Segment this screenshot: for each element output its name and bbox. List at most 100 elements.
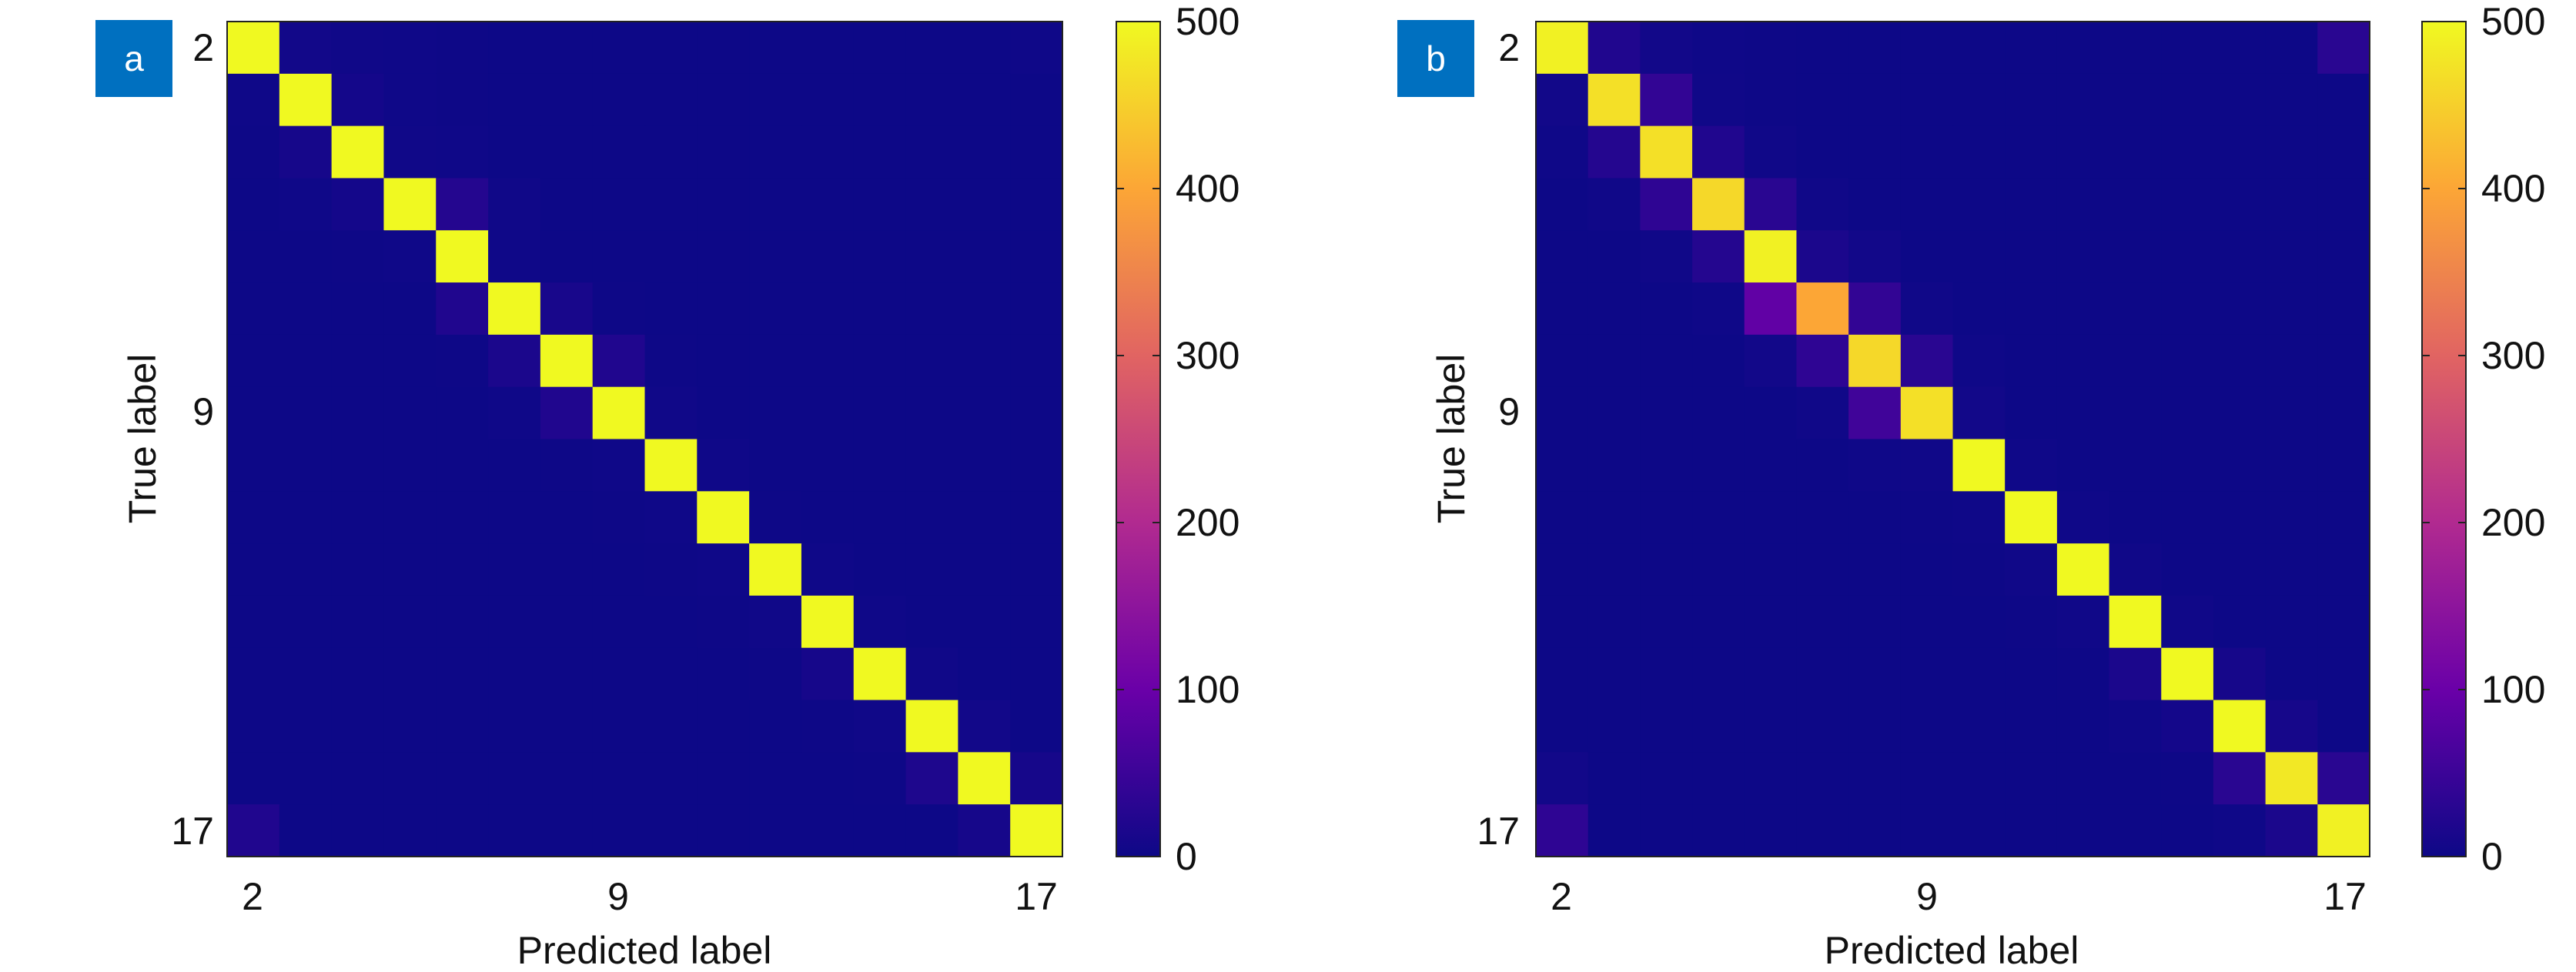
heatmap-b-cell-r16-c6 (1744, 752, 1798, 805)
heatmap-a-cell-r8-c5 (383, 334, 437, 388)
heatmap-a-cell-r17-c2 (227, 804, 280, 857)
heatmap-a-cell-r4-c17 (1010, 125, 1063, 179)
heatmap-a-cell-r10-c6 (436, 439, 489, 492)
heatmap-b-cell-r16-c16 (2265, 752, 2318, 805)
heatmap-a-cell-r11-c8 (540, 491, 594, 544)
heatmap-b-cell-r7-c3 (1587, 282, 1641, 336)
heatmap-a-cell-r5-c9 (592, 178, 646, 231)
heatmap-a-cell-r14-c3 (279, 647, 333, 701)
heatmap-a-cell-r13-c16 (958, 595, 1011, 649)
heatmap-a-cell-r3-c6 (436, 73, 489, 127)
heatmap-b-cell-r4-c8 (1848, 125, 1902, 179)
heatmap-b-cell-r9-c3 (1587, 386, 1641, 440)
heatmap-b (1536, 22, 2370, 857)
colorbar-b-tick-label-300: 300 (2481, 334, 2545, 377)
heatmap-a-cell-r13-c4 (331, 595, 385, 649)
heatmap-b-cell-r11-c7 (1796, 491, 1849, 544)
heatmap-a-cell-r5-c12 (749, 178, 802, 231)
heatmap-a-cell-r9-c5 (383, 386, 437, 440)
heatmap-a-cell-r10-c4 (331, 439, 385, 492)
heatmap-b-cell-r8-c6 (1744, 334, 1798, 388)
heatmap-a-cell-r17-c12 (749, 804, 802, 857)
heatmap-b-cell-r3-c13 (2109, 73, 2162, 127)
heatmap-b-cell-r12-c15 (2213, 543, 2267, 596)
heatmap-a-cell-r3-c12 (749, 73, 802, 127)
heatmap-a-cell-r11-c16 (958, 491, 1011, 544)
heatmap-a-cell-r10-c11 (697, 439, 750, 492)
heatmap-a-cell-r11-c9 (592, 491, 646, 544)
heatmap-a-cell-r5-c14 (853, 178, 907, 231)
heatmap-a-cell-r10-c13 (801, 439, 855, 492)
heatmap-b-cell-r7-c17 (2317, 282, 2370, 336)
heatmap-b-cell-r9-c9 (1900, 386, 1954, 440)
heatmap-b-cell-r10-c7 (1796, 439, 1849, 492)
heatmap-a-cell-r17-c17 (1010, 804, 1063, 857)
heatmap-a-cell-r3-c9 (592, 73, 646, 127)
heatmap-b-cell-r12-c8 (1848, 543, 1902, 596)
heatmap-a-cell-r2-c7 (488, 22, 541, 75)
heatmap-b-cell-r15-c17 (2317, 700, 2370, 753)
heatmap-b-cell-r14-c14 (2161, 647, 2214, 701)
heatmap-b-cell-r2-c11 (2005, 22, 2058, 75)
heatmap-a-cell-r11-c15 (905, 491, 958, 544)
heatmap-b-cell-r13-c5 (1692, 595, 1745, 649)
heatmap-b-cell-r13-c9 (1900, 595, 1954, 649)
heatmap-b-cell-r13-c4 (1640, 595, 1693, 649)
heatmap-b-cell-r11-c6 (1744, 491, 1798, 544)
heatmap-a-cell-r2-c8 (540, 22, 594, 75)
heatmap-b-cell-r16-c3 (1587, 752, 1641, 805)
heatmap-a-cell-r8-c4 (331, 334, 385, 388)
panel-b-badge (1397, 20, 1474, 97)
heatmap-b-cell-r11-c15 (2213, 491, 2267, 544)
heatmap-a-cell-r3-c15 (905, 73, 958, 127)
heatmap-a-cell-r17-c15 (905, 804, 958, 857)
heatmap-b-cell-r9-c13 (2109, 386, 2162, 440)
heatmap-a-cell-r13-c3 (279, 595, 333, 649)
heatmap-b-cell-r5-c7 (1796, 178, 1849, 231)
heatmap-b-cell-r16-c12 (2056, 752, 2110, 805)
heatmap-a-cell-r11-c2 (227, 491, 280, 544)
heatmap-b-cell-r14-c16 (2265, 647, 2318, 701)
heatmap-a-cell-r10-c17 (1010, 439, 1063, 492)
heatmap-a-cell-r11-c11 (697, 491, 750, 544)
heatmap-b-cell-r2-c9 (1900, 22, 1954, 75)
heatmap-a-cell-r7-c11 (697, 282, 750, 336)
heatmap-b-cell-r6-c2 (1536, 230, 1589, 283)
heatmap-b-cell-r14-c5 (1692, 647, 1745, 701)
heatmap-b-cell-r8-c16 (2265, 334, 2318, 388)
heatmap-a-cell-r2-c5 (383, 22, 437, 75)
heatmap-b-cell-r13-c17 (2317, 595, 2370, 649)
heatmap-b-cell-r10-c4 (1640, 439, 1693, 492)
heatmap-b-cell-r13-c10 (1952, 595, 2006, 649)
heatmap-b-cell-r8-c13 (2109, 334, 2162, 388)
heatmap-b-cell-r10-c17 (2317, 439, 2370, 492)
heatmap-b-cell-r15-c2 (1536, 700, 1589, 753)
heatmap-a-cell-r14-c14 (853, 647, 907, 701)
heatmap-b-cell-r15-c10 (1952, 700, 2006, 753)
heatmap-b-cell-r7-c6 (1744, 282, 1798, 336)
heatmap-b-cell-r14-c7 (1796, 647, 1849, 701)
heatmap-b-cell-r8-c9 (1900, 334, 1954, 388)
heatmap-a-cell-r12-c11 (697, 543, 750, 596)
heatmap-b-cell-r11-c14 (2161, 491, 2214, 544)
heatmap-a-cell-r16-c17 (1010, 752, 1063, 805)
heatmap-b-cell-r3-c16 (2265, 73, 2318, 127)
heatmap-a-cell-r9-c17 (1010, 386, 1063, 440)
heatmap-a-cell-r12-c8 (540, 543, 594, 596)
heatmap-a-cell-r5-c5 (383, 178, 437, 231)
heatmap-a-cell-r6-c6 (436, 230, 489, 283)
heatmap-b-cell-r14-c13 (2109, 647, 2162, 701)
heatmap-a-cell-r3-c14 (853, 73, 907, 127)
panel-b-x-tick-2: 2 (1551, 875, 1572, 918)
heatmap-b-cell-r6-c13 (2109, 230, 2162, 283)
heatmap-b-cell-r9-c4 (1640, 386, 1693, 440)
heatmap-b-cell-r2-c13 (2109, 22, 2162, 75)
heatmap-b-cell-r11-c16 (2265, 491, 2318, 544)
heatmap-a-cell-r6-c9 (592, 230, 646, 283)
colorbar-a-tick-label-100: 100 (1176, 668, 1239, 711)
panel-a-x-tick-17: 17 (1015, 875, 1058, 918)
heatmap-a-cell-r4-c11 (697, 125, 750, 179)
heatmap-b-cell-r16-c4 (1640, 752, 1693, 805)
heatmap-a-cell-r14-c12 (749, 647, 802, 701)
heatmap-b-cell-r2-c17 (2317, 22, 2370, 75)
